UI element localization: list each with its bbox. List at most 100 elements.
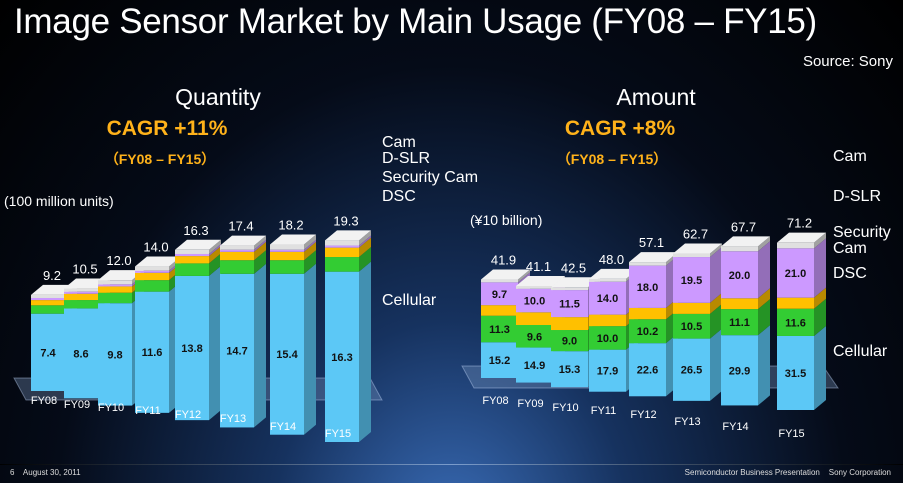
segment-label: 8.6 [73, 348, 88, 360]
bar-segment [551, 290, 588, 318]
bar-segment-side [758, 236, 770, 252]
bar-segment-side [758, 299, 770, 336]
source-note: Source: Sony [802, 53, 893, 70]
bar-segment [220, 260, 254, 274]
bar-segment [31, 300, 65, 306]
bar-segment [270, 244, 304, 250]
total-label: 16.3 [183, 223, 208, 238]
bar-segment [629, 265, 666, 308]
bar-top [673, 243, 722, 254]
legend-label: Security Cam [382, 169, 478, 186]
segment-label: 31.5 [785, 368, 806, 380]
category-tick-label: FY12 [630, 409, 656, 421]
bar-segment [175, 253, 209, 257]
segment-label: 11.5 [559, 299, 580, 311]
quantity-period: （FY08 – FY15） [104, 151, 216, 167]
total-label: 18.2 [278, 218, 303, 233]
bar-top [135, 256, 181, 267]
bar-segment [629, 307, 666, 320]
total-label: 19.3 [333, 213, 358, 228]
bar-segment-side [814, 287, 826, 309]
total-label: 9.2 [43, 268, 61, 283]
bar-segment [629, 262, 666, 266]
bar-segment-side [209, 253, 221, 276]
bar-segment-side [359, 230, 371, 246]
segment-label: 10.5 [681, 321, 702, 333]
segment-label: 9.7 [492, 289, 507, 301]
bar-segment [629, 319, 666, 344]
bar-segment [98, 292, 132, 304]
legend-label: Cam [833, 148, 867, 165]
amount-cagr: CAGR +8% [564, 117, 676, 140]
bar-top [777, 232, 826, 243]
bar-segment [589, 326, 626, 350]
bar-segment [481, 305, 518, 316]
bar-segment [64, 288, 98, 292]
legend-label: Cam [382, 134, 416, 151]
bar-segment-side [758, 241, 770, 299]
bar-segment [777, 248, 814, 298]
quantity-unit-label: (100 million units) [4, 193, 114, 209]
legend-label: DSC [382, 188, 416, 205]
category-tick-label: FY10 [98, 402, 124, 414]
segment-label: 19.5 [681, 275, 702, 287]
bar-segment [98, 284, 132, 287]
segment-label: 15.2 [489, 355, 510, 367]
amount-period: （FY08 – FY15） [556, 151, 668, 167]
bar-top [551, 277, 600, 288]
segment-label: 11.1 [729, 317, 750, 329]
quantity-cagr: CAGR +11% [106, 117, 228, 140]
segment-label: 9.6 [527, 331, 542, 343]
bar-segment-side [254, 241, 266, 261]
bar-segment-side [209, 246, 221, 264]
bar-segment [516, 288, 553, 313]
bar-segment [325, 247, 359, 258]
bar-segment [175, 263, 209, 276]
bar-segment-side [254, 263, 266, 428]
bar-top [721, 236, 770, 247]
bar-segment [135, 266, 169, 271]
bar-segment [481, 279, 518, 283]
amount-heading: Amount [616, 84, 696, 110]
segment-label: 15.3 [559, 364, 580, 376]
category-tick-label: FY13 [220, 413, 246, 425]
bar-segment [64, 300, 98, 309]
category-tick-label: FY15 [778, 428, 804, 440]
segment-label: 10.2 [637, 326, 658, 338]
footer-left: 6 August 30, 2011 [10, 468, 81, 477]
total-label: 62.7 [683, 227, 708, 242]
bar-segment-side [209, 243, 221, 257]
bar-segment [589, 278, 626, 282]
bar-segment-side [359, 261, 371, 442]
category-tick-label: FY15 [325, 428, 351, 440]
bar-segment [135, 272, 169, 281]
category-tick-label: FY08 [31, 395, 57, 407]
quantity-heading: Quantity [175, 84, 261, 110]
bar-segment [135, 270, 169, 273]
bar-segment-side [710, 243, 722, 258]
bar-segment [220, 249, 254, 252]
segment-label: 22.6 [637, 365, 658, 377]
segment-label: 13.8 [181, 343, 202, 355]
bar-segment [64, 293, 98, 301]
segment-label: 14.9 [524, 360, 545, 372]
bar-segment [481, 282, 518, 306]
bar-segment [270, 260, 304, 274]
bar-segment [270, 273, 304, 435]
bar-segment-side [254, 235, 266, 250]
bar-top [98, 270, 144, 281]
bar-segment [551, 330, 588, 352]
segment-label: 20.0 [729, 270, 750, 282]
bar-segment-side [254, 250, 266, 274]
bar-segment-side [254, 239, 266, 252]
segment-label: 10.0 [524, 296, 545, 308]
bar-top [325, 230, 371, 241]
bar-segment-side [518, 269, 530, 283]
bar-segment [270, 249, 304, 252]
bar-segment [325, 240, 359, 246]
total-label: 42.5 [561, 260, 586, 275]
total-label: 14.0 [143, 240, 168, 255]
total-label: 48.0 [599, 252, 624, 267]
bar-segment [31, 297, 65, 301]
bar-top [270, 234, 316, 245]
